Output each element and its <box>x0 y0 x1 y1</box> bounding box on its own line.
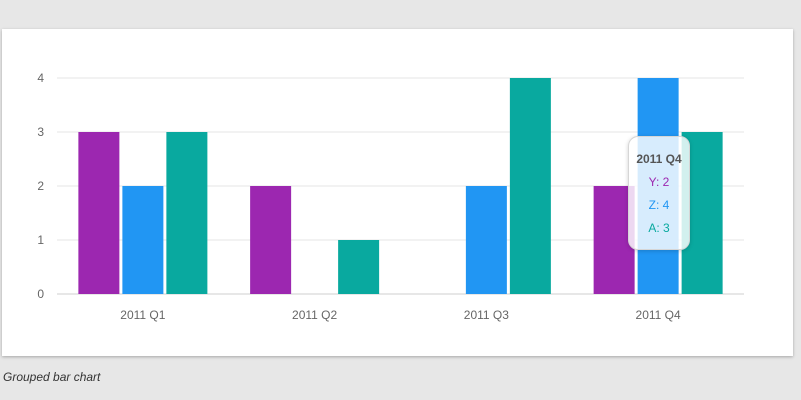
x-tick-label: 2011 Q2 <box>292 308 337 322</box>
x-tick-label: 2011 Q1 <box>120 308 165 322</box>
chart-caption: Grouped bar chart <box>3 370 101 384</box>
bar-z <box>122 186 164 294</box>
y-tick-label: 1 <box>37 233 44 247</box>
tooltip-title: 2011 Q4 <box>636 152 682 166</box>
hover-tooltip: 2011 Q4 Y: 2 Z: 4 A: 3 <box>628 136 690 250</box>
tooltip-row-a: A: 3 <box>648 221 670 235</box>
bar-a <box>338 240 380 294</box>
y-tick-label: 2 <box>37 179 44 193</box>
bar-y <box>593 186 635 294</box>
tooltip-row-y: Y: 2 <box>648 175 670 189</box>
y-tick-label: 4 <box>37 71 44 85</box>
bar-z <box>465 186 507 294</box>
bar-a <box>509 78 551 294</box>
bar-y <box>250 186 292 294</box>
y-tick-label: 3 <box>37 125 44 139</box>
bar-a <box>166 132 208 294</box>
x-tick-label: 2011 Q3 <box>464 308 509 322</box>
bar-y <box>78 132 120 294</box>
x-tick-label: 2011 Q4 <box>636 308 681 322</box>
y-tick-label: 0 <box>37 287 44 301</box>
tooltip-row-z: Z: 4 <box>648 198 670 212</box>
